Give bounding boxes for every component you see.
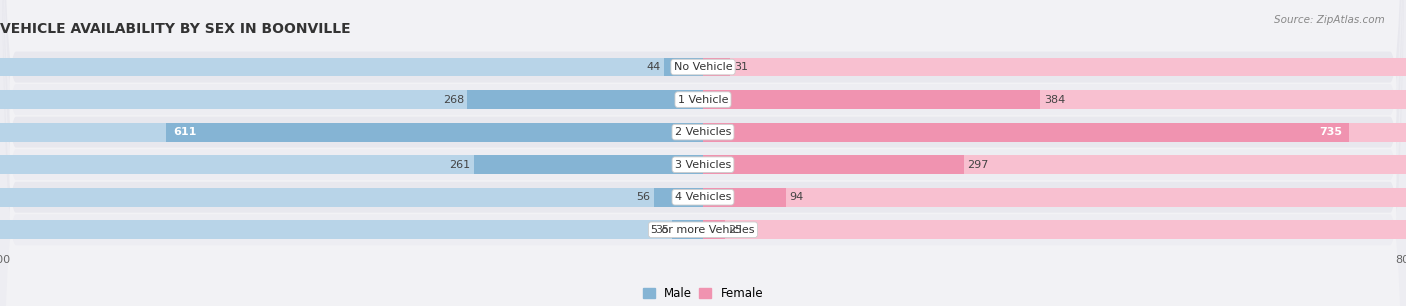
- Bar: [703, 188, 786, 207]
- Bar: [703, 90, 1406, 109]
- Text: VEHICLE AVAILABILITY BY SEX IN BOONVILLE: VEHICLE AVAILABILITY BY SEX IN BOONVILLE: [0, 22, 350, 36]
- Text: 297: 297: [967, 160, 988, 170]
- Text: 56: 56: [637, 192, 650, 202]
- Bar: [703, 58, 1406, 76]
- Bar: [474, 155, 703, 174]
- Bar: [0, 90, 703, 109]
- Text: 44: 44: [647, 62, 661, 72]
- Text: 4 Vehicles: 4 Vehicles: [675, 192, 731, 202]
- Bar: [0, 220, 703, 239]
- Text: 384: 384: [1043, 95, 1066, 105]
- Text: No Vehicle: No Vehicle: [673, 62, 733, 72]
- Bar: [703, 155, 1406, 174]
- Text: 25: 25: [728, 225, 742, 235]
- Text: 261: 261: [449, 160, 470, 170]
- Bar: [672, 220, 703, 239]
- Bar: [654, 188, 703, 207]
- Text: 31: 31: [734, 62, 748, 72]
- Text: 735: 735: [1319, 127, 1341, 137]
- Text: Source: ZipAtlas.com: Source: ZipAtlas.com: [1274, 15, 1385, 25]
- Text: 35: 35: [655, 225, 669, 235]
- Bar: [703, 155, 965, 174]
- Text: 1 Vehicle: 1 Vehicle: [678, 95, 728, 105]
- Bar: [703, 220, 1406, 239]
- Text: 3 Vehicles: 3 Vehicles: [675, 160, 731, 170]
- Text: 268: 268: [443, 95, 464, 105]
- Bar: [0, 188, 703, 207]
- Text: 611: 611: [173, 127, 197, 137]
- Text: 94: 94: [789, 192, 803, 202]
- Bar: [703, 188, 1406, 207]
- Bar: [0, 155, 703, 174]
- Bar: [0, 58, 703, 76]
- Text: 5 or more Vehicles: 5 or more Vehicles: [651, 225, 755, 235]
- Legend: Male, Female: Male, Female: [641, 285, 765, 302]
- Bar: [467, 90, 703, 109]
- Bar: [0, 123, 703, 142]
- Bar: [665, 58, 703, 76]
- Text: 2 Vehicles: 2 Vehicles: [675, 127, 731, 137]
- Bar: [703, 123, 1406, 142]
- Bar: [703, 90, 1040, 109]
- Bar: [166, 123, 703, 142]
- Bar: [703, 220, 725, 239]
- Bar: [703, 58, 730, 76]
- Bar: [703, 123, 1348, 142]
